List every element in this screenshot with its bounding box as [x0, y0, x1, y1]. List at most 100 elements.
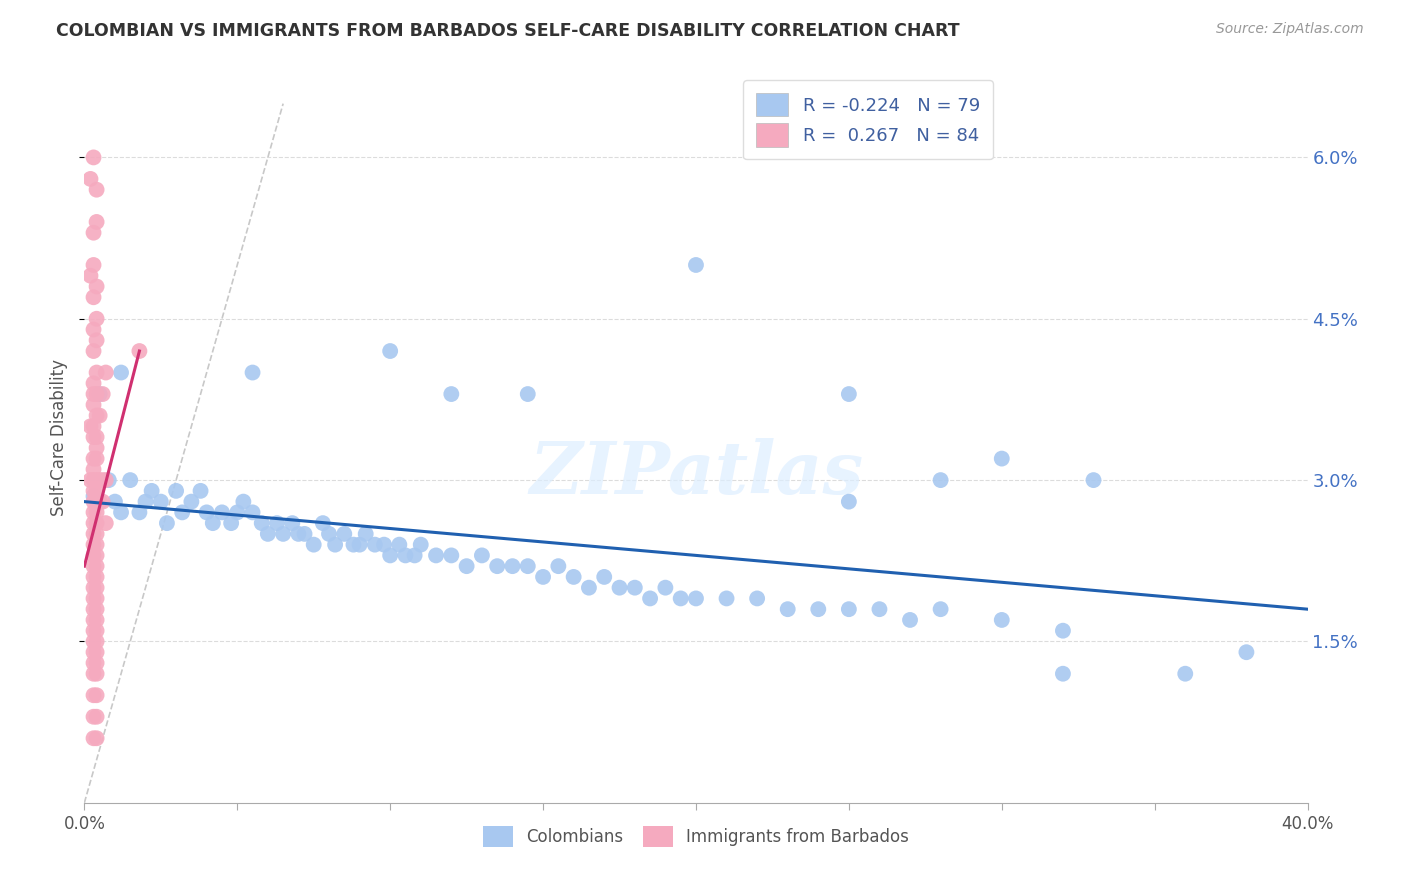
Point	[86, 527, 108, 541]
Point	[394, 549, 416, 563]
Point	[294, 527, 316, 541]
Point	[1052, 666, 1074, 681]
Point	[404, 549, 426, 563]
Point	[83, 731, 105, 746]
Point	[242, 505, 264, 519]
Point	[86, 549, 108, 563]
Point	[86, 602, 108, 616]
Point	[86, 559, 108, 574]
Point	[287, 527, 309, 541]
Point	[562, 570, 585, 584]
Point	[83, 505, 105, 519]
Point	[83, 226, 105, 240]
Point	[135, 494, 157, 508]
Point	[83, 489, 105, 503]
Point	[83, 150, 105, 164]
Point	[86, 656, 108, 670]
Point	[86, 183, 108, 197]
Point	[89, 494, 111, 508]
Point	[776, 602, 799, 616]
Text: Source: ZipAtlas.com: Source: ZipAtlas.com	[1216, 22, 1364, 37]
Point	[94, 473, 117, 487]
Point	[364, 538, 387, 552]
Point	[86, 570, 108, 584]
Text: COLOMBIAN VS IMMIGRANTS FROM BARBADOS SELF-CARE DISABILITY CORRELATION CHART: COLOMBIAN VS IMMIGRANTS FROM BARBADOS SE…	[56, 22, 960, 40]
Point	[86, 731, 108, 746]
Point	[302, 538, 325, 552]
Point	[1052, 624, 1074, 638]
Point	[180, 494, 202, 508]
Point	[716, 591, 738, 606]
Point	[86, 645, 108, 659]
Point	[83, 376, 105, 391]
Point	[89, 473, 111, 487]
Point	[190, 483, 212, 498]
Point	[86, 591, 108, 606]
Point	[83, 645, 105, 659]
Point	[425, 549, 447, 563]
Point	[104, 494, 127, 508]
Point	[86, 505, 108, 519]
Point	[86, 666, 108, 681]
Point	[380, 344, 402, 359]
Legend: Colombians, Immigrants from Barbados: Colombians, Immigrants from Barbados	[470, 813, 922, 860]
Point	[91, 494, 114, 508]
Point	[83, 398, 105, 412]
Point	[83, 419, 105, 434]
Point	[1174, 666, 1197, 681]
Point	[516, 559, 538, 574]
Point	[232, 494, 254, 508]
Point	[110, 366, 132, 380]
Point	[312, 516, 335, 530]
Point	[991, 451, 1014, 466]
Point	[83, 688, 105, 702]
Text: ZIPatlas: ZIPatlas	[529, 438, 863, 509]
Point	[838, 494, 860, 508]
Point	[342, 538, 364, 552]
Point	[929, 473, 952, 487]
Point	[333, 527, 356, 541]
Point	[86, 409, 108, 423]
Point	[83, 322, 105, 336]
Point	[593, 570, 616, 584]
Point	[83, 581, 105, 595]
Point	[838, 602, 860, 616]
Point	[83, 451, 105, 466]
Point	[440, 387, 463, 401]
Point	[110, 505, 132, 519]
Point	[83, 483, 105, 498]
Point	[380, 549, 402, 563]
Point	[624, 581, 647, 595]
Point	[86, 333, 108, 347]
Point	[531, 570, 554, 584]
Point	[898, 613, 921, 627]
Point	[323, 538, 346, 552]
Point	[547, 559, 569, 574]
Point	[250, 516, 273, 530]
Point	[89, 494, 111, 508]
Point	[149, 494, 172, 508]
Point	[83, 624, 105, 638]
Point	[638, 591, 661, 606]
Point	[83, 656, 105, 670]
Point	[271, 527, 294, 541]
Point	[86, 581, 108, 595]
Point	[79, 268, 101, 283]
Point	[86, 430, 108, 444]
Point	[89, 409, 111, 423]
Point	[86, 516, 108, 530]
Point	[83, 549, 105, 563]
Point	[83, 613, 105, 627]
Point	[89, 387, 111, 401]
Point	[79, 419, 101, 434]
Point	[257, 527, 280, 541]
Point	[669, 591, 692, 606]
Point	[86, 613, 108, 627]
Point	[654, 581, 676, 595]
Point	[83, 591, 105, 606]
Point	[409, 538, 432, 552]
Y-axis label: Self-Care Disability: Self-Care Disability	[51, 359, 69, 516]
Point	[83, 344, 105, 359]
Point	[83, 516, 105, 530]
Point	[83, 570, 105, 584]
